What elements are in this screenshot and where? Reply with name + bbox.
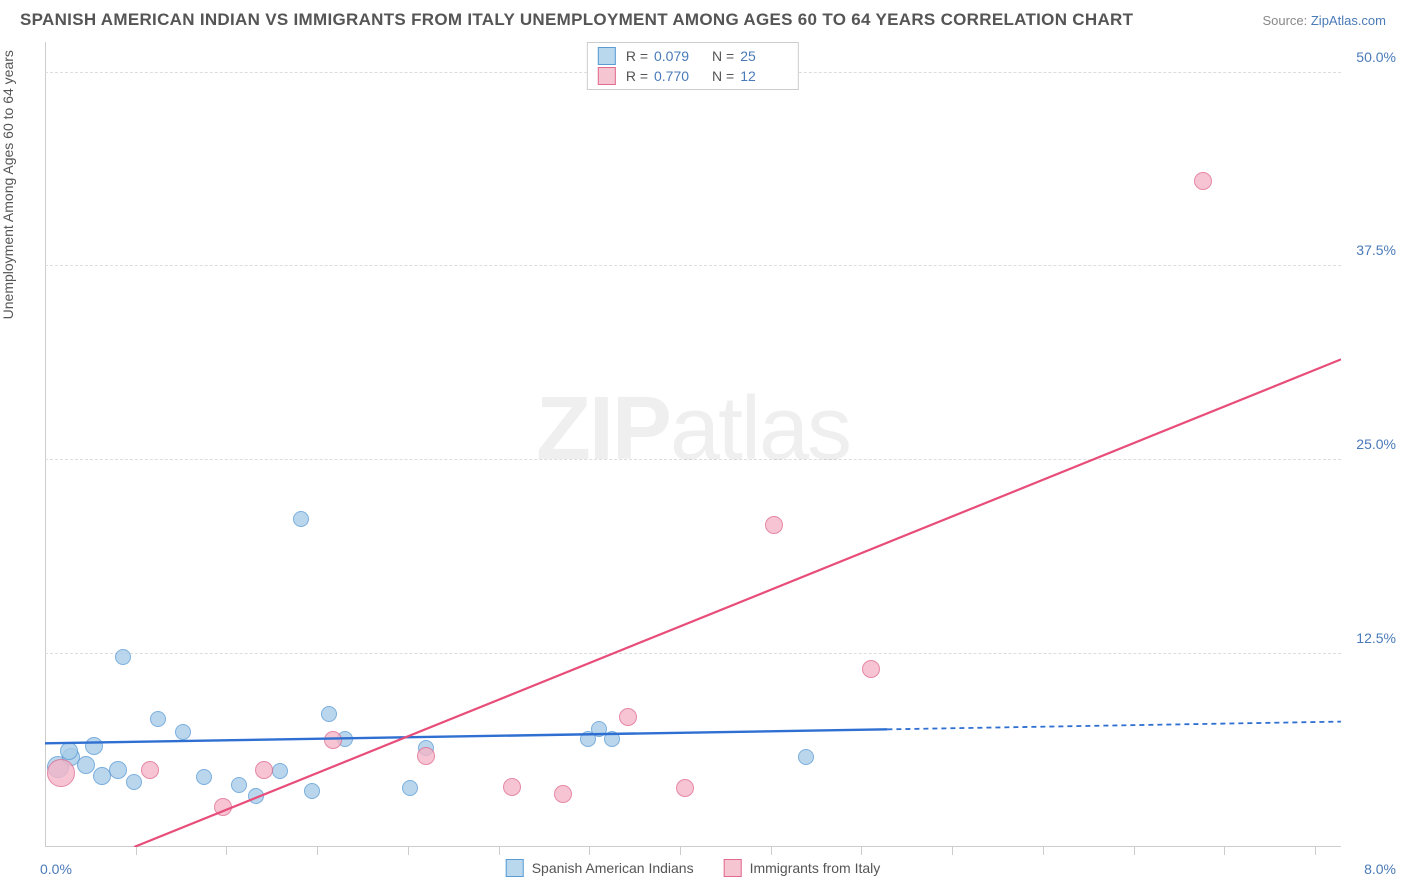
data-point-blue xyxy=(402,780,418,796)
x-tick xyxy=(1224,847,1225,855)
y-tick-label: 50.0% xyxy=(1356,49,1396,65)
data-point-blue xyxy=(798,749,814,765)
data-point-pink xyxy=(324,731,342,749)
y-tick-label: 37.5% xyxy=(1356,242,1396,258)
legend-correlation-box: R = 0.079 N = 25 R = 0.770 N = 12 xyxy=(587,42,799,90)
legend-swatch-blue xyxy=(598,47,616,65)
trend-lines xyxy=(45,42,1341,847)
data-point-blue xyxy=(126,774,142,790)
x-tick xyxy=(680,847,681,855)
y-axis-label: Unemployment Among Ages 60 to 64 years xyxy=(0,50,16,319)
legend-swatch-blue xyxy=(506,859,524,877)
data-point-pink xyxy=(255,761,273,779)
data-point-pink xyxy=(141,761,159,779)
data-point-blue xyxy=(196,769,212,785)
legend-item-blue: Spanish American Indians xyxy=(506,859,694,877)
legend-swatch-pink xyxy=(724,859,742,877)
chart-title: SPANISH AMERICAN INDIAN VS IMMIGRANTS FR… xyxy=(20,10,1133,30)
x-max-label: 8.0% xyxy=(1364,861,1396,877)
data-point-pink xyxy=(47,759,75,787)
gridline xyxy=(45,653,1341,654)
x-origin-label: 0.0% xyxy=(40,861,72,877)
y-tick-label: 12.5% xyxy=(1356,630,1396,646)
x-tick xyxy=(408,847,409,855)
data-point-blue xyxy=(150,711,166,727)
legend-label: Immigrants from Italy xyxy=(750,860,881,876)
legend-swatch-pink xyxy=(598,67,616,85)
x-tick xyxy=(1315,847,1316,855)
data-point-blue xyxy=(77,756,95,774)
watermark: ZIPatlas xyxy=(536,378,850,481)
legend-row-blue: R = 0.079 N = 25 xyxy=(598,46,788,66)
gridline xyxy=(45,459,1341,460)
data-point-blue xyxy=(272,763,288,779)
data-point-blue xyxy=(293,511,309,527)
x-axis-line xyxy=(45,846,1341,847)
data-point-blue xyxy=(604,731,620,747)
data-point-blue xyxy=(85,737,103,755)
x-tick xyxy=(1043,847,1044,855)
data-point-pink xyxy=(503,778,521,796)
y-tick-label: 25.0% xyxy=(1356,436,1396,452)
data-point-pink xyxy=(1194,172,1212,190)
legend-item-pink: Immigrants from Italy xyxy=(724,859,881,877)
x-tick xyxy=(1134,847,1135,855)
data-point-pink xyxy=(765,516,783,534)
x-tick xyxy=(861,847,862,855)
y-axis-line xyxy=(45,42,46,847)
data-point-pink xyxy=(554,785,572,803)
x-tick xyxy=(952,847,953,855)
x-tick xyxy=(136,847,137,855)
source-link[interactable]: ZipAtlas.com xyxy=(1311,13,1386,28)
x-tick xyxy=(771,847,772,855)
data-point-pink xyxy=(417,747,435,765)
source-attribution: Source: ZipAtlas.com xyxy=(1262,13,1386,28)
legend-series: Spanish American Indians Immigrants from… xyxy=(506,859,881,877)
gridline xyxy=(45,265,1341,266)
x-tick xyxy=(317,847,318,855)
x-tick xyxy=(226,847,227,855)
data-point-blue xyxy=(115,649,131,665)
data-point-blue xyxy=(60,742,78,760)
x-tick xyxy=(589,847,590,855)
data-point-blue xyxy=(231,777,247,793)
legend-label: Spanish American Indians xyxy=(532,860,694,876)
x-tick xyxy=(499,847,500,855)
data-point-pink xyxy=(619,708,637,726)
data-point-blue xyxy=(248,788,264,804)
data-point-pink xyxy=(862,660,880,678)
data-point-blue xyxy=(321,706,337,722)
legend-row-pink: R = 0.770 N = 12 xyxy=(598,66,788,86)
chart-plot-area: 12.5% 25.0% 37.5% 50.0%0.0% 8.0%ZIPatlas… xyxy=(45,42,1341,847)
data-point-blue xyxy=(109,761,127,779)
data-point-blue xyxy=(304,783,320,799)
data-point-pink xyxy=(214,798,232,816)
data-point-blue xyxy=(175,724,191,740)
data-point-pink xyxy=(676,779,694,797)
